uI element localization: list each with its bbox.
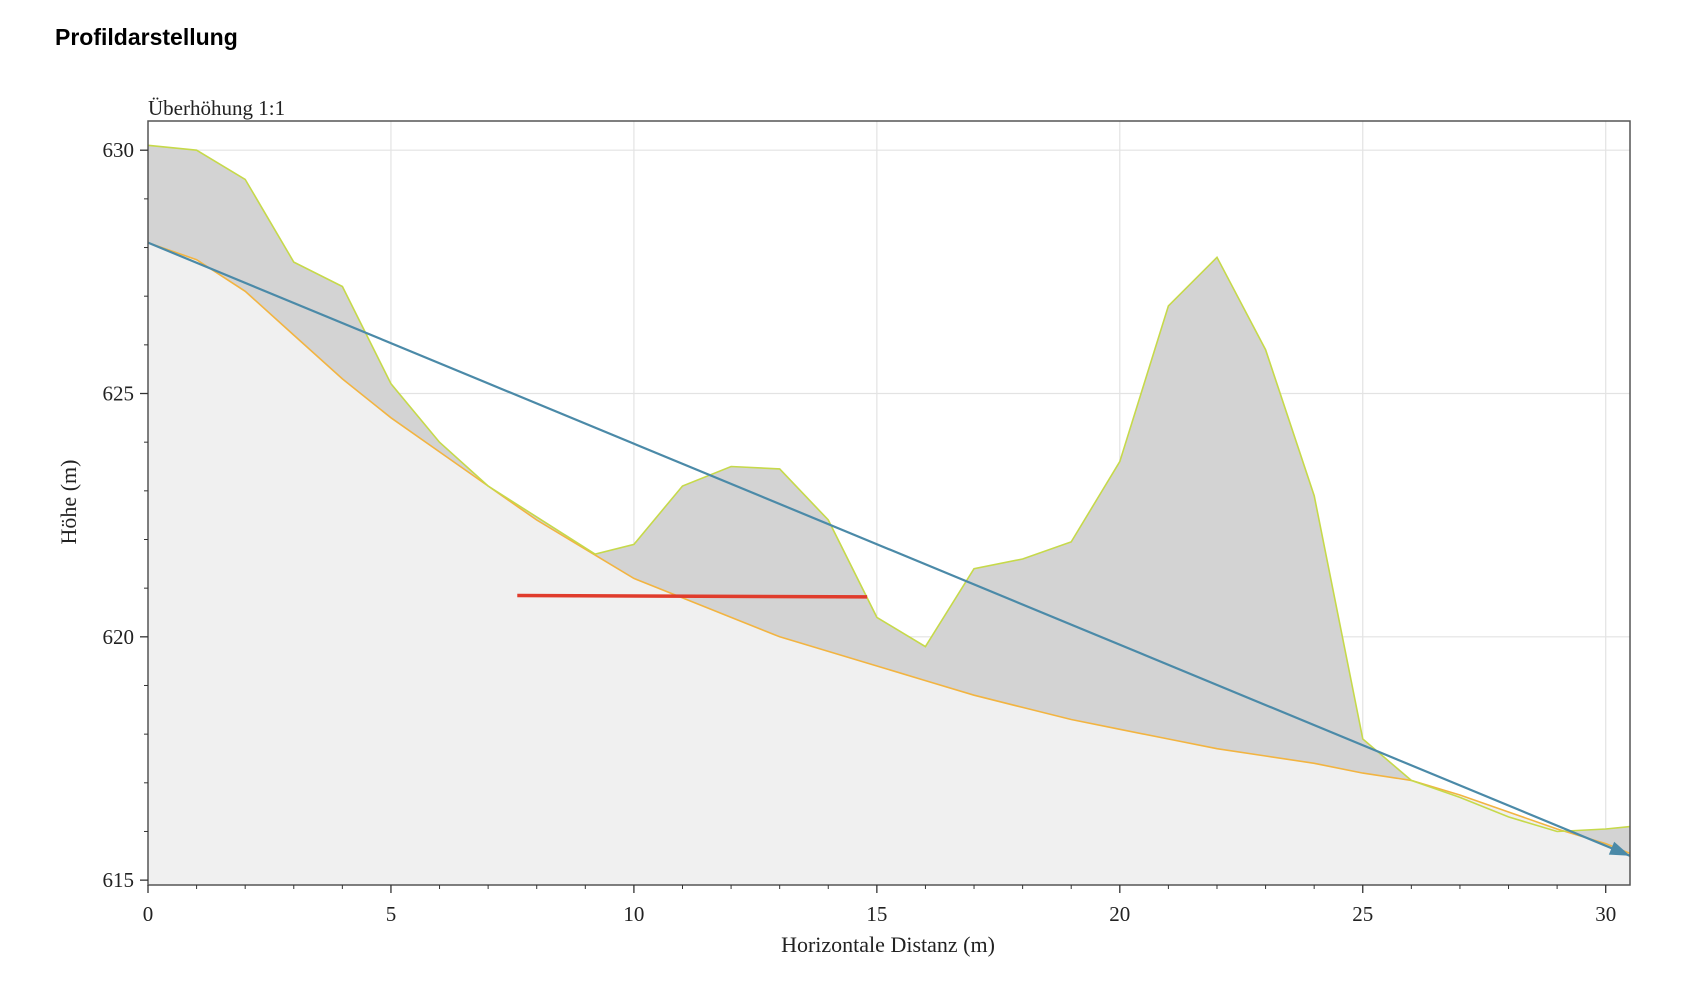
upper-surface-line: [147, 144, 1631, 833]
tick-labels: 0 5 10 15 20 25 30 615 620 625 630: [103, 138, 1617, 926]
y-axis-label: Höhe (m): [56, 460, 81, 545]
x-tick-label: 30: [1595, 902, 1616, 926]
page-title: Profildarstellung: [55, 24, 238, 50]
x-tick-label: 15: [866, 902, 887, 926]
y-tick-label: 630: [103, 138, 135, 162]
y-tick-label: 620: [103, 625, 135, 649]
x-tick-label: 10: [623, 902, 644, 926]
x-tick-label: 25: [1352, 902, 1373, 926]
y-tick-label: 615: [103, 868, 135, 892]
lower-surface-fill: [148, 242, 1630, 885]
chart-title: Überhöhung 1:1: [148, 96, 285, 120]
x-tick-label: 20: [1109, 902, 1130, 926]
x-axis-label: Horizontale Distanz (m): [781, 932, 995, 957]
y-tick-label: 625: [103, 382, 135, 406]
marker-line: [517, 593, 868, 599]
lower-surface-line: [147, 241, 1631, 855]
lines: [147, 144, 1631, 857]
trajectory-line: [147, 241, 1631, 857]
trajectory-arrowhead: [1608, 841, 1630, 856]
x-tick-label: 0: [143, 902, 154, 926]
x-tick-label: 5: [386, 902, 397, 926]
frame: [147, 120, 1631, 886]
fills: [148, 145, 1630, 886]
plot-frame: [147, 120, 1631, 886]
ticks: [140, 149, 1607, 893]
